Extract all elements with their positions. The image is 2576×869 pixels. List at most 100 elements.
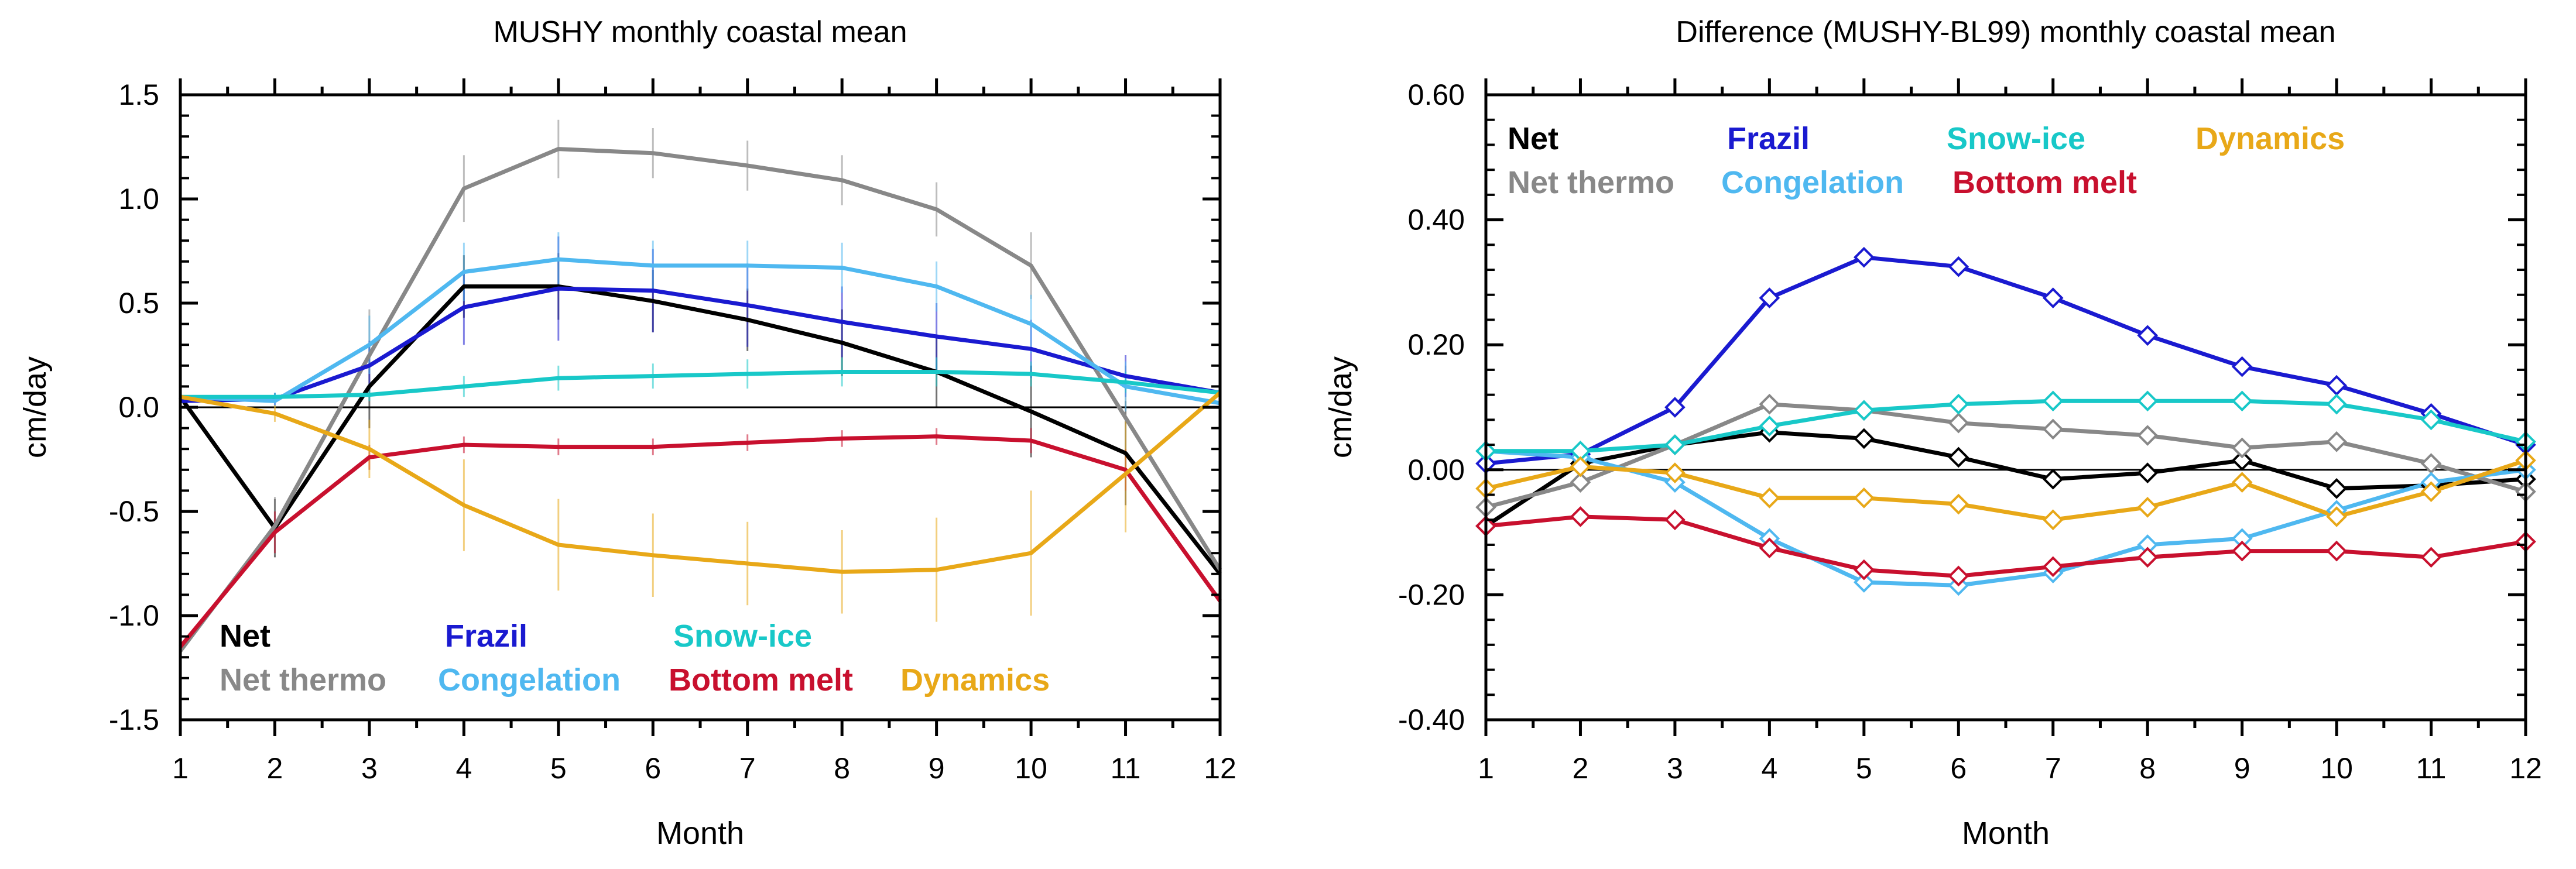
chart2-data-point [1853, 487, 1875, 509]
chart1-x-tick-label: 3 [361, 752, 378, 785]
chart2-legend-bottom-melt: Bottom melt [1952, 165, 2137, 200]
chart2-data-point [1948, 446, 1969, 468]
chart2-data-point [2042, 390, 2064, 412]
chart2-data-point [2326, 375, 2347, 396]
chart2-data-point [1948, 493, 1969, 515]
chart2-data-point [1664, 397, 1686, 418]
chart2-data-point [1570, 472, 1591, 493]
chart2-data-point [2042, 509, 2064, 531]
chart1-series-line-net [179, 284, 1222, 575]
chart1-series-line-snow-ice [180, 370, 1221, 399]
chart1-y-tick-label: 1.5 [118, 78, 159, 111]
chart2-data-point [1853, 559, 1875, 581]
chart2-data-point [2137, 390, 2159, 412]
chart1-x-tick-label: 1 [172, 752, 189, 785]
chart1-x-tick-label: 2 [267, 752, 283, 785]
chart1-x-tick-label: 10 [1015, 752, 1047, 785]
chart2-data-point [1570, 506, 1591, 527]
chart1-y-tick-label: 0.5 [118, 287, 159, 320]
chart2-data-point [1664, 434, 1686, 455]
chart2-x-tick-label: 7 [2045, 752, 2061, 785]
chart2-data-point [2137, 325, 2159, 346]
chart1-legend-frazil: Frazil [445, 619, 527, 654]
chart2-data-point [2042, 418, 2064, 440]
chart2-data-point [2326, 540, 2347, 562]
chart1-x-axis-label: Month [656, 816, 744, 851]
chart2-data-point [1948, 412, 1969, 434]
chart2-data-point [1948, 393, 1969, 415]
chart1-x-tick-label: 9 [929, 752, 945, 785]
chart2-legend-congelation: Congelation [1721, 165, 1904, 200]
chart1-x-tick-label: 4 [455, 752, 472, 785]
chart2-data-point [2042, 468, 2064, 490]
chart2-data-point [2231, 540, 2253, 562]
chart2-x-tick-label: 6 [1950, 752, 1967, 785]
chart1-x-tick-label: 5 [550, 752, 567, 785]
chart2-title: Difference (MUSHY-BL99) monthly coastal … [1676, 15, 2335, 49]
chart2-x-tick-label: 5 [1856, 752, 1872, 785]
chart1-y-tick-label: -1.0 [109, 599, 159, 632]
chart2-x-tick-label: 11 [2416, 752, 2447, 785]
chart2-data-point [2420, 547, 2442, 568]
chart1-x-tick-label: 11 [1111, 752, 1141, 785]
chart2-x-tick-label: 4 [1761, 752, 1777, 785]
chart2-x-tick-label: 8 [2139, 752, 2156, 785]
chart1-y-tick-label: 0.0 [118, 391, 159, 424]
chart2-data-point [2326, 393, 2347, 415]
chart2-data-point [1948, 565, 1969, 587]
chart2-data-point [2420, 409, 2442, 431]
chart1-x-tick-label: 12 [1204, 752, 1236, 785]
chart1-y-tick-label: -0.5 [109, 495, 159, 528]
chart2-x-tick-label: 9 [2234, 752, 2250, 785]
chart2-y-tick-label: 0.00 [1408, 454, 1465, 486]
chart2-data-point [1853, 400, 1875, 421]
chart1-series-line-dynamics [180, 391, 1222, 574]
chart2-series-line-bottom-melt [1485, 514, 2526, 578]
chart2-series-line-net [1485, 430, 2526, 528]
chart2-series-line-frazil [1485, 255, 2527, 466]
chart2-series-line-dynamics [1485, 458, 2527, 522]
chart2-legend-frazil: Frazil [1727, 121, 1810, 156]
chart2-x-tick-label: 3 [1667, 752, 1683, 785]
chart2-series-line-net-thermo [1485, 402, 2526, 510]
chart1-x-tick-label: 6 [645, 752, 661, 785]
chart2-y-tick-label: -0.20 [1398, 578, 1465, 611]
chart2-y-axis-label: cm/day [1323, 356, 1358, 458]
chart2-data-point [2420, 481, 2442, 503]
chart2-data-point [2042, 287, 2064, 308]
chart2-x-axis-label: Month [1962, 816, 2050, 851]
chart2-legend-net-thermo: Net thermo [1508, 165, 1674, 200]
chart2-data-point [1948, 256, 1969, 277]
chart1-title: MUSHY monthly coastal mean [493, 15, 907, 49]
chart2-data-point [2042, 556, 2064, 578]
chart1-y-tick-label: -1.5 [109, 703, 159, 736]
chart2-data-point [1853, 428, 1875, 449]
chart2-data-point [1664, 462, 1686, 483]
chart2-legend-net: Net [1508, 121, 1558, 156]
chart2-x-tick-label: 1 [1478, 752, 1494, 785]
chart2-data-point [1759, 537, 1780, 559]
chart2-y-tick-label: 0.20 [1408, 328, 1465, 361]
chart1-legend-snow-ice: Snow-ice [673, 619, 812, 654]
chart1-series-line-congelation [180, 257, 1221, 406]
chart1-x-tick-label: 7 [739, 752, 756, 785]
chart2-data-point [2137, 497, 2159, 518]
chart2-y-tick-label: 0.40 [1408, 204, 1465, 236]
chart1-x-tick-label: 8 [834, 752, 850, 785]
chart1-legend-congelation: Congelation [438, 662, 621, 698]
chart2-data-point [2231, 449, 2253, 471]
chart2-y-tick-label: 0.60 [1408, 78, 1465, 111]
chart2-data-point [2231, 472, 2253, 493]
chart2-data-point [2137, 425, 2159, 446]
chart2-series-line-congelation [1485, 449, 2526, 588]
chart2-x-tick-label: 12 [2509, 752, 2542, 785]
chart2-data-point [2326, 506, 2347, 527]
chart2-data-point [1853, 572, 1875, 593]
chart2-x-tick-label: 2 [1573, 752, 1589, 785]
chart1-series-line-frazil [180, 286, 1221, 403]
chart2-data-point [1570, 456, 1591, 478]
chart1-legend-net: Net [220, 619, 270, 654]
chart2-data-point [2326, 478, 2347, 499]
